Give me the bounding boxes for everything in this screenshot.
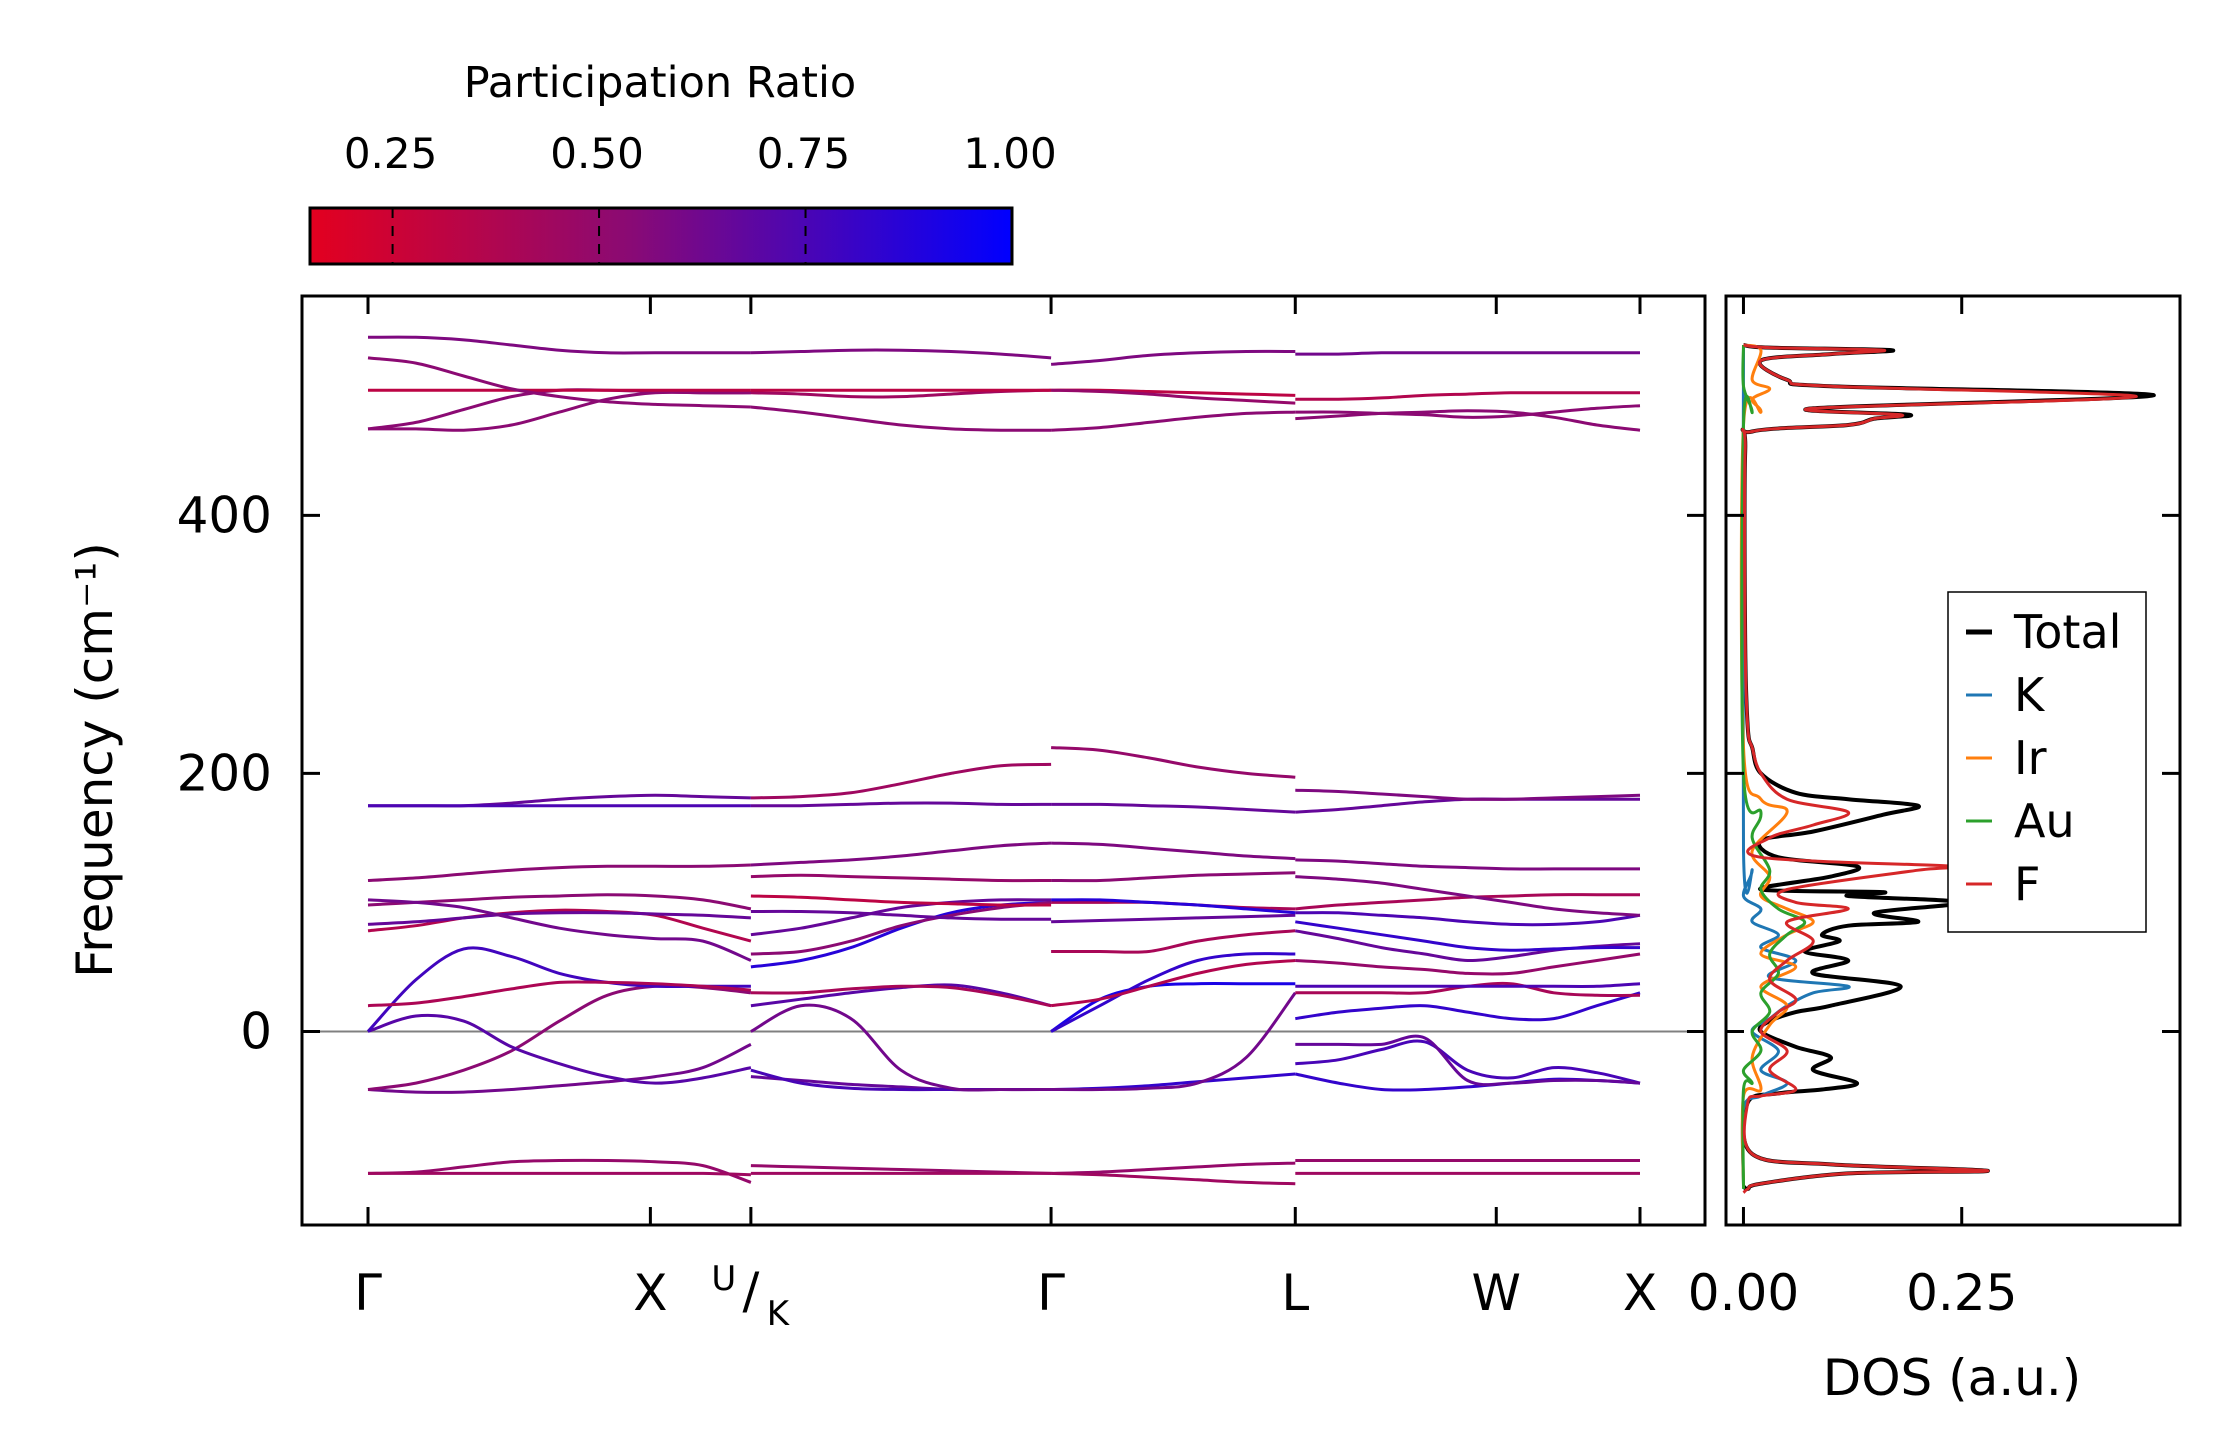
colorbar: Participation Ratio 0.25 0.50 0.75 1.00 — [308, 58, 1057, 266]
x-tick-label: U / K — [711, 1259, 790, 1334]
phonon-band — [750, 1003, 1052, 1092]
legend-label: Total — [2013, 605, 2121, 659]
phonon-band — [1051, 410, 1296, 432]
dos-series-au — [1740, 344, 1807, 1189]
phonon-band — [366, 946, 751, 1033]
x-tick-label: W — [1472, 1264, 1521, 1322]
band-segment — [366, 335, 752, 1184]
phonon-band — [367, 893, 752, 911]
phonon-band — [1050, 952, 1296, 1033]
phonon-band — [1295, 929, 1641, 963]
phonon-band — [1051, 388, 1296, 405]
phonon-band — [367, 1158, 752, 1184]
phonon-band — [1051, 841, 1296, 861]
band-segment — [1294, 351, 1641, 1175]
band-plot-frame — [300, 294, 1707, 1227]
phonon-band — [750, 873, 1052, 883]
legend-label: Au — [2014, 794, 2075, 848]
colorbar-tick-label: 0.25 — [344, 129, 438, 178]
dos-series-f — [1741, 343, 2138, 1194]
legend-label: Ir — [2014, 731, 2047, 785]
phonon-band — [750, 841, 1052, 867]
phonon-band — [367, 908, 752, 943]
phonon-band — [1051, 802, 1296, 814]
phonon-band — [1050, 349, 1296, 366]
phonon-band — [1295, 1039, 1641, 1085]
phonon-band — [1295, 920, 1641, 952]
dos-x-tick-label: 0.00 — [1688, 1264, 1799, 1322]
dos-plot: 0.00 0.25 DOS (a.u.) Total K Ir Au F — [1688, 294, 2182, 1407]
phonon-band — [1295, 858, 1640, 871]
phonon-band — [367, 356, 751, 409]
phonon-band — [750, 894, 1052, 907]
colorbar-tick-label: 1.00 — [963, 129, 1057, 178]
x-tick-label: X — [1623, 1264, 1657, 1322]
dos-plot-frame — [1724, 294, 2182, 1227]
phonon-band — [367, 898, 752, 962]
phonon-band — [1051, 746, 1296, 779]
x-tick-label: L — [1281, 1264, 1309, 1322]
x-tick-label: X — [633, 1264, 667, 1322]
x-tick-label: Γ — [1037, 1264, 1065, 1322]
phonon-band — [1051, 898, 1296, 915]
phonon-band — [1051, 1171, 1296, 1186]
y-tick-label: 0 — [240, 1002, 272, 1060]
phonon-band — [1051, 1161, 1296, 1175]
phonon-band — [1051, 871, 1296, 883]
y-tick-label: 400 — [177, 486, 272, 544]
phonon-band — [750, 801, 1052, 808]
phonon-band — [1295, 409, 1641, 432]
legend-box — [1947, 591, 2147, 933]
x-tick-label-lower: K — [767, 1294, 791, 1334]
phonon-band — [1295, 982, 1641, 988]
phonon-band — [1051, 929, 1296, 954]
dos-x-tick-label: 0.25 — [1906, 1264, 2017, 1322]
phonon-band — [1051, 913, 1296, 924]
colorbar-title: Participation Ratio — [464, 58, 857, 108]
phonon-band — [367, 863, 751, 882]
legend-label: F — [2014, 857, 2040, 911]
phonon-band — [1295, 788, 1641, 801]
phonon-band — [750, 909, 1052, 921]
dos-series-ir — [1739, 343, 1815, 1187]
phonon-band — [1295, 875, 1641, 917]
band-segment — [750, 348, 1052, 1175]
phonon-band — [367, 1013, 752, 1085]
band-structure-plot: 0 200 400 Γ X U / K Γ L W X Frequency (cm⁻¹) — [66, 294, 1707, 1334]
phonon-band — [750, 762, 1052, 800]
x-tick-label: Γ — [354, 1264, 382, 1322]
legend-label: K — [2014, 668, 2046, 722]
band-segment — [1050, 349, 1297, 1186]
colorbar-tick-label: 0.75 — [757, 129, 851, 178]
phonon-band — [1050, 959, 1296, 1008]
y-axis-label: Frequency (cm⁻¹) — [66, 542, 124, 978]
phonon-band — [750, 900, 1052, 956]
phonon-band — [367, 911, 751, 926]
phonon-band — [1295, 1034, 1641, 1087]
x-axis-label-dos: DOS (a.u.) — [1823, 1349, 2082, 1407]
phonon-band — [1295, 391, 1640, 401]
phonon-band — [367, 335, 751, 355]
phonon-band — [1295, 404, 1641, 419]
x-tick-label-upper: U — [711, 1259, 736, 1299]
phonon-band — [1050, 982, 1296, 1033]
phonon-band — [1295, 952, 1641, 976]
y-tick-label: 200 — [177, 744, 272, 802]
x-tick-label-slash: / — [742, 1262, 759, 1320]
phonon-band — [750, 984, 1052, 1008]
phonon-band — [1295, 911, 1641, 927]
phonon-band — [1295, 351, 1640, 356]
phonon-band — [1295, 991, 1641, 1022]
colorbar-tick-label: 0.50 — [550, 129, 644, 178]
phonon-band — [367, 1043, 752, 1094]
phonon-band — [750, 348, 1052, 360]
phonon-band — [367, 980, 752, 1008]
phonon-band — [1295, 797, 1640, 814]
phonon-band — [750, 405, 1052, 432]
phonon-band — [368, 1171, 751, 1177]
phonon-band — [1051, 991, 1297, 1092]
phonon-band — [750, 898, 1052, 937]
colorbar-gradient — [308, 206, 1014, 266]
